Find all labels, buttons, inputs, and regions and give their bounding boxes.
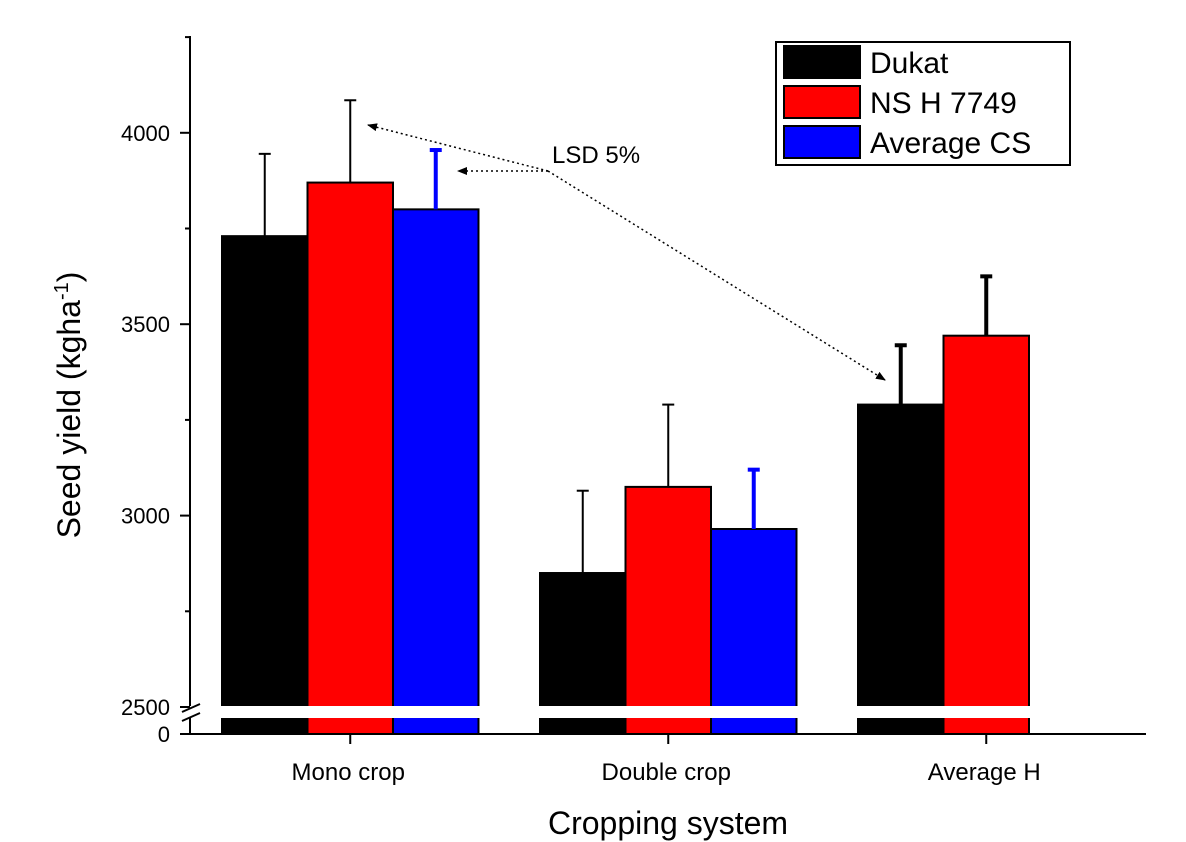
y-tick-label-zero: 0	[158, 722, 170, 747]
y-tick-label-3000: 3000	[121, 504, 170, 529]
bar-1-2	[942, 334, 1030, 735]
break-band	[192, 706, 1142, 718]
bar-1-1	[624, 485, 712, 736]
bar-1-0	[306, 181, 394, 735]
legend: Dukat NS H 7749 Average CS	[775, 41, 1071, 166]
lsd-label: LSD 5%	[552, 142, 640, 169]
y-axis-title-close: )	[51, 272, 87, 283]
bar-2-1	[710, 527, 798, 735]
bar-2-0	[392, 208, 480, 736]
y-break-mark-upper	[181, 703, 201, 713]
lsd-arrow-to-mono-red	[367, 123, 549, 172]
y-break-mark-lower	[181, 712, 201, 722]
legend-items: Dukat NS H 7749 Average CS	[783, 45, 1031, 160]
y-axis-title-main: Seed yield (kgha	[51, 300, 87, 539]
y-tick-label-3500: 3500	[121, 312, 170, 337]
x-ticks: Mono crop Double crop Average H	[292, 734, 1041, 786]
x-tick-label-1: Double crop	[602, 759, 731, 786]
y-tick-label-4000: 4000	[121, 121, 170, 146]
axis-break	[192, 706, 1142, 718]
lsd-arrow-to-average-h	[547, 170, 886, 381]
bar-0-0	[221, 235, 309, 735]
bar-0-2	[857, 403, 945, 735]
y-ticks: 2500 3000 3500 4000	[121, 36, 190, 720]
legend-swatch-1	[783, 85, 861, 119]
x-tick-label-0: Mono crop	[292, 759, 405, 786]
x-tick-label-2: Average H	[928, 759, 1041, 786]
y-axis-title-superscript: -1	[51, 282, 73, 300]
error-bars-layer	[258, 99, 993, 574]
x-axis-title: Cropping system	[548, 805, 788, 841]
bars-layer	[221, 181, 1030, 736]
legend-label-0: Dukat	[870, 47, 949, 80]
legend-swatch-2	[783, 125, 861, 159]
legend-label-1: NS H 7749	[870, 87, 1017, 120]
lsd-annotation: LSD 5%	[367, 123, 886, 381]
y-tick-label-2500: 2500	[121, 695, 170, 720]
y-axis-title: Seed yield (kgha-1)	[51, 272, 87, 539]
legend-label-2: Average CS	[870, 127, 1031, 160]
legend-swatch-0	[783, 45, 861, 79]
